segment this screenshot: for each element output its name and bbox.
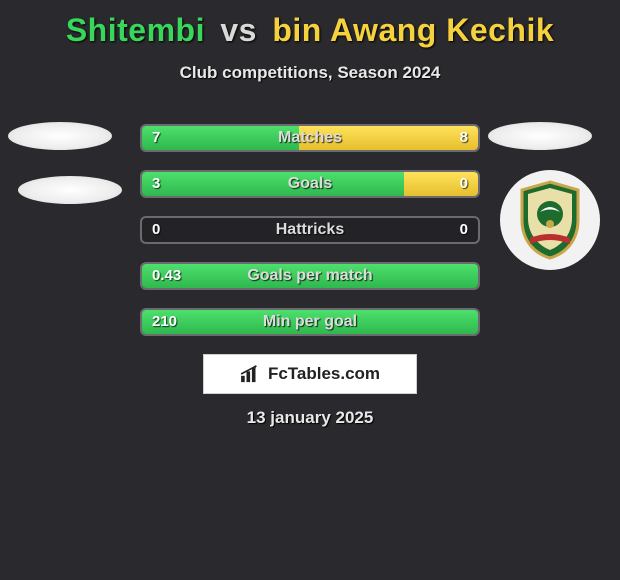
stat-row-goals-per-match: 0.43 Goals per match (140, 262, 480, 290)
stat-row-min-per-goal: 210 Min per goal (140, 308, 480, 336)
stats-bars: 7 Matches 8 3 Goals 0 0 Hattricks 0 0.43… (140, 124, 480, 354)
bars-icon (240, 365, 262, 383)
vs-text: vs (220, 12, 257, 48)
stat-value-right: 0 (460, 218, 468, 242)
bar-left (142, 172, 404, 196)
watermark: FcTables.com (203, 354, 417, 394)
player1-nation-badge-placeholder (18, 176, 122, 204)
date-label: 13 january 2025 (0, 408, 620, 428)
stat-value-left: 210 (152, 310, 177, 334)
player2-club-crest (500, 170, 600, 270)
stat-value-left: 7 (152, 126, 160, 150)
subtitle: Club competitions, Season 2024 (0, 63, 620, 83)
stat-row-goals: 3 Goals 0 (140, 170, 480, 198)
bar-right (299, 126, 478, 150)
stat-value-left: 3 (152, 172, 160, 196)
stat-value-right: 8 (460, 126, 468, 150)
stat-row-hattricks: 0 Hattricks 0 (140, 216, 480, 244)
watermark-text: FcTables.com (268, 364, 380, 384)
shield-icon (516, 180, 584, 260)
bar-left (142, 126, 299, 150)
player1-name: Shitembi (66, 12, 205, 48)
stat-value-left: 0.43 (152, 264, 181, 288)
bar-left (142, 310, 478, 334)
bar-left (142, 264, 478, 288)
player2-name: bin Awang Kechik (272, 12, 554, 48)
player1-club-badge-placeholder (8, 122, 112, 150)
stat-label: Hattricks (142, 218, 478, 242)
player2-club-badge-placeholder (488, 122, 592, 150)
stat-row-matches: 7 Matches 8 (140, 124, 480, 152)
stat-value-right: 0 (460, 172, 468, 196)
comparison-title: Shitembi vs bin Awang Kechik (0, 0, 620, 49)
stat-value-left: 0 (152, 218, 160, 242)
